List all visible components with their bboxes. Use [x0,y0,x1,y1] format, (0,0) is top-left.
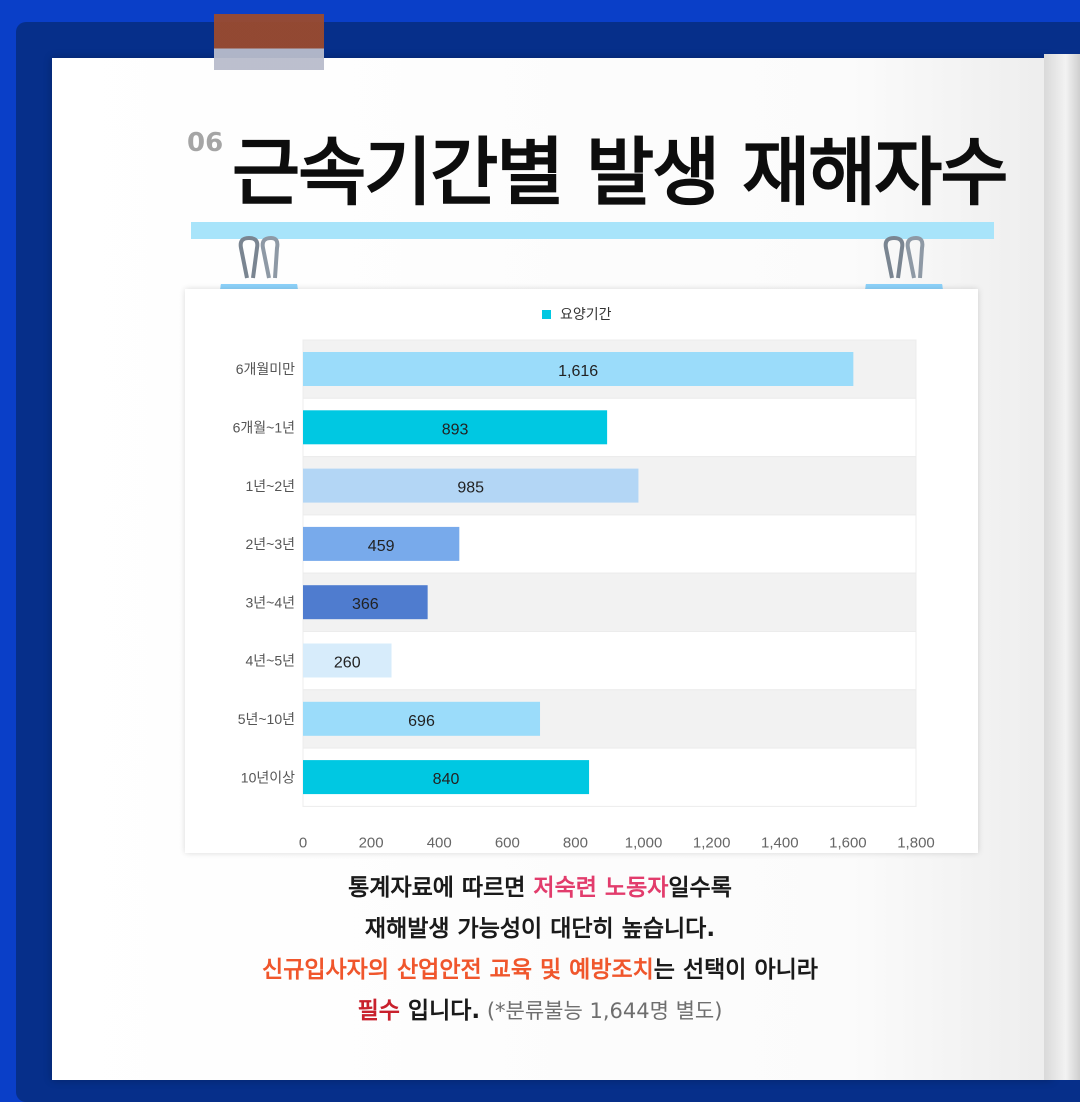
x-tick-label: 0 [299,834,307,851]
category-label: 4년~5년 [245,653,295,669]
category-label: 10년이상 [241,769,295,785]
bar [303,352,854,386]
bar [303,410,608,445]
bar [303,526,460,561]
page-number: 06 [187,128,224,158]
category-label: 6개월~1년 [233,419,295,435]
bar [303,468,639,503]
data-label: 696 [408,713,435,730]
legend-swatch [542,310,551,319]
data-label: 1,616 [558,363,598,380]
bar [303,643,392,678]
category-label: 3년~4년 [245,594,295,610]
bar [303,585,428,620]
title-underline [191,222,994,239]
caption: 통계자료에 따르면 저숙련 노동자일수록 재해발생 가능성이 대단히 높습니다.… [110,868,970,1032]
data-label: 840 [433,771,460,788]
caption-line-4: 필수 입니다. (*분류불능 1,644명 별도) [110,991,970,1032]
caption-text: 통계자료에 따르면 [348,875,534,901]
caption-highlight: 필수 [357,998,400,1024]
caption-note: (*분류불능 1,644명 별도) [480,999,723,1023]
category-label: 1년~2년 [245,478,295,494]
category-label: 5년~10년 [238,711,295,727]
x-tick-label: 1,200 [693,834,731,851]
data-label: 985 [457,480,484,497]
page-title: 근속기간별 발생 재해자수 [232,130,1008,216]
caption-line-2: 재해발생 가능성이 대단히 높습니다. [364,916,716,942]
x-tick-label: 1,600 [829,834,867,851]
x-tick-label: 400 [427,834,452,851]
caption-line-1: 통계자료에 따르면 저숙련 노동자일수록 [110,868,970,909]
x-tick-label: 1,800 [897,834,935,851]
data-label: 459 [368,538,395,555]
caption-line-3: 신규입사자의 산업안전 교육 및 예방조치는 선택이 아니라 [110,950,970,991]
caption-text: 입니다. [399,998,481,1024]
category-label: 6개월미만 [236,361,295,377]
category-label: 2년~3년 [245,536,295,552]
data-label: 893 [442,421,469,438]
x-tick-label: 600 [495,834,520,851]
chart-card: 요양기간 6개월미만 1,616 6개월~1년 893 1년~2년 985 2년~3년 459 3… [185,289,978,853]
legend-label: 요양기간 [560,306,612,322]
bar-chart: 요양기간 6개월미만 1,616 6개월~1년 893 1년~2년 985 2년~3년 459 3… [233,306,935,851]
bar [303,701,541,736]
row-band [302,631,917,691]
x-tick-label: 200 [359,834,384,851]
caption-text: 는 선택이 아니라 [653,957,818,983]
caption-highlight: 저숙련 노동자 [533,875,669,901]
x-tick-label: 800 [563,834,588,851]
x-tick-label: 1,000 [625,834,663,851]
data-label: 366 [352,596,379,613]
caption-highlight: 신규입사자의 산업안전 교육 및 예방조치 [262,957,654,983]
data-label: 260 [334,655,361,672]
page-edge [1044,54,1080,1080]
tape-strip [214,14,324,70]
x-tick-label: 1,400 [761,834,799,851]
bar [303,760,590,795]
caption-text: 일수록 [668,875,732,901]
